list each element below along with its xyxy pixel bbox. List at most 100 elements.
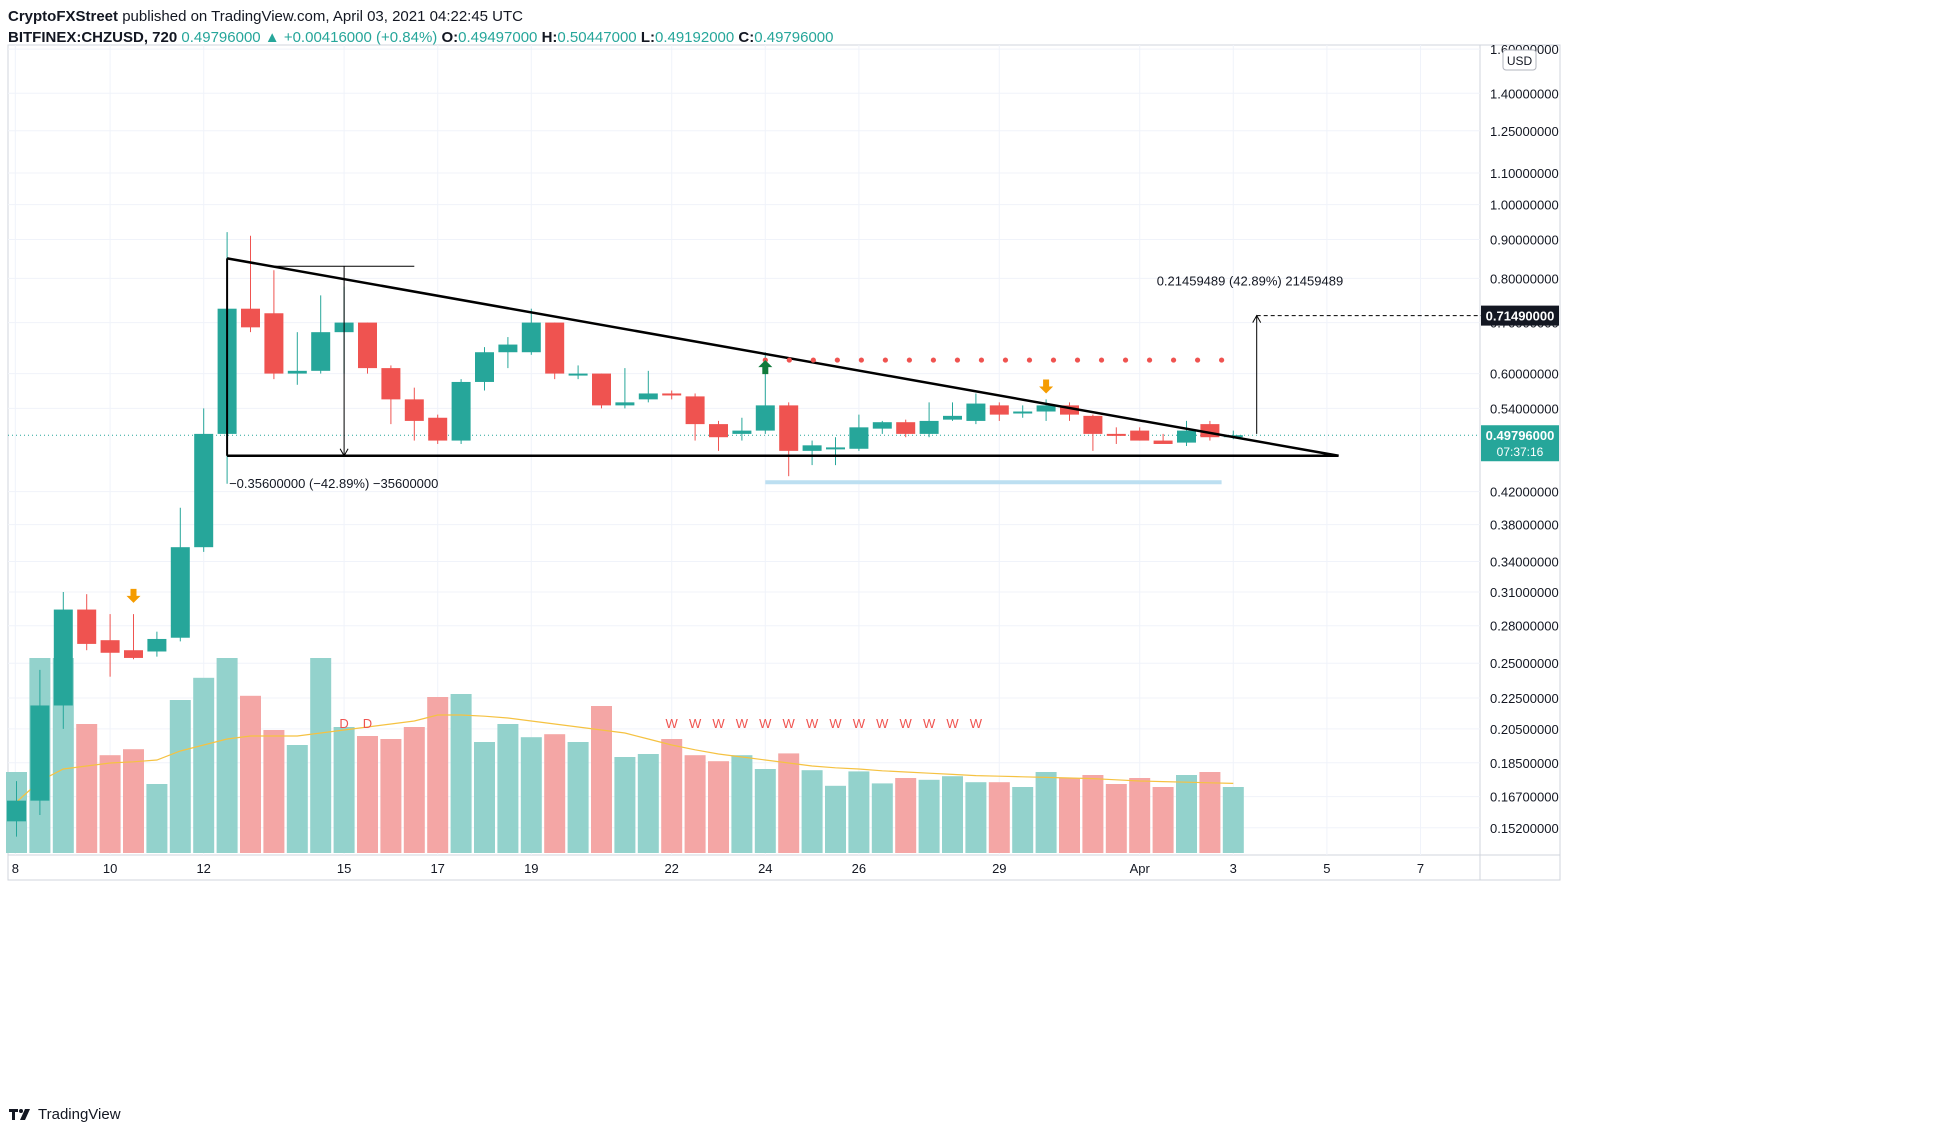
candle-up <box>732 430 752 434</box>
price-axis-tick: 0.60000000 <box>1490 367 1559 382</box>
candle-up <box>287 370 307 374</box>
close-value: 0.49796000 <box>754 29 834 46</box>
time-axis-tick: 29 <box>992 861 1006 876</box>
candle-up <box>451 381 471 441</box>
volume-bar <box>591 706 612 853</box>
price-axis-tick: 0.54000000 <box>1490 401 1559 416</box>
measure-down-label: −0.35600000 (−42.89%) −35600000 <box>229 476 438 491</box>
candle-up <box>919 420 939 434</box>
volume-bar <box>497 724 519 853</box>
time-axis-tick: 3 <box>1230 861 1237 876</box>
volume-bar <box>286 745 308 853</box>
candle-up <box>498 344 518 353</box>
candle-up <box>755 405 775 431</box>
candle-up <box>568 373 588 376</box>
last-price-value: 0.49796000 <box>181 29 261 46</box>
open-value: 0.49497000 <box>458 29 538 46</box>
price-axis-tick: 0.20500000 <box>1490 722 1559 737</box>
volume-bar <box>380 739 402 853</box>
volume-bar <box>240 695 261 853</box>
volume-bar <box>1152 787 1174 853</box>
resistance-dot <box>954 357 961 363</box>
volume-bar <box>871 783 893 853</box>
symbol-label[interactable]: BITFINEX:CHZUSD, 720 <box>8 29 178 46</box>
resistance-dot <box>978 357 985 363</box>
price-axis-tick: 1.40000000 <box>1490 86 1559 101</box>
price-axis-tick: 0.90000000 <box>1490 232 1559 247</box>
price-axis-tick: 0.16700000 <box>1490 790 1559 805</box>
candle-up <box>147 638 167 652</box>
tradingview-logo-icon[interactable] <box>8 1106 32 1122</box>
volume-signal-label: D <box>363 716 372 731</box>
volume-signal-label: W <box>853 716 866 731</box>
resistance-dot <box>1122 357 1129 363</box>
arrow-down-icon <box>1039 379 1054 394</box>
price-axis-tick: 1.10000000 <box>1490 166 1559 181</box>
time-axis-tick: Apr <box>1130 861 1151 876</box>
volume-bar <box>76 724 98 853</box>
volume-bar <box>357 736 378 853</box>
volume-bar <box>193 677 215 853</box>
volume-bar <box>1199 772 1221 853</box>
resistance-dot <box>930 357 937 363</box>
candle-down <box>241 308 260 328</box>
publish-line: CryptoFXStreet published on TradingView.… <box>8 6 1928 27</box>
chart-frame <box>7 44 1561 881</box>
price-axis-tick: 0.34000000 <box>1490 554 1559 569</box>
candle-down <box>1060 405 1079 415</box>
price-axis-tick: 1.00000000 <box>1490 198 1559 213</box>
candle-up <box>872 422 892 429</box>
candle-down <box>896 422 916 434</box>
low-value: 0.49192000 <box>654 29 735 46</box>
last-price-tag <box>1481 425 1559 462</box>
volume-bar <box>965 782 987 853</box>
candle-up <box>170 547 190 638</box>
price-chart[interactable]: D D W W W W W W W W W W W W W W−0.35600000 (−42.89%) −3… <box>0 0 1937 1095</box>
volume-bar <box>1059 778 1080 853</box>
resistance-dot <box>882 357 888 363</box>
volume-bar <box>637 754 659 853</box>
price-axis-tick: 0.15200000 <box>1490 821 1559 836</box>
volume-bar <box>333 727 355 853</box>
volume-signal-label: W <box>876 716 889 731</box>
time-axis-tick: 8 <box>12 861 19 876</box>
resistance-dot <box>1026 357 1033 363</box>
time-axis-tick: 5 <box>1323 861 1330 876</box>
price-axis-tick: 0.42000000 <box>1490 485 1559 500</box>
resistance-dot <box>906 357 912 363</box>
candle-up <box>1177 430 1196 443</box>
volume-bar <box>99 755 121 853</box>
candle-down <box>77 609 97 644</box>
resistance-dot <box>1146 357 1153 363</box>
resistance-dot <box>786 357 792 363</box>
volume-signal-label: W <box>689 716 702 731</box>
candle-down <box>124 650 143 658</box>
time-axis-tick: 10 <box>103 861 117 876</box>
volume-bar <box>801 770 823 853</box>
volume-bar <box>848 771 870 853</box>
candle-up <box>849 427 869 449</box>
currency-badge[interactable] <box>1502 49 1537 71</box>
change-value: +0.00416000 (+0.84%) <box>283 29 438 46</box>
published-text: published on TradingView.com, April 03, … <box>122 8 524 25</box>
time-axis-tick: 15 <box>337 861 351 876</box>
candle-down <box>989 405 1009 415</box>
target-price-label: 0.71490000 <box>1486 309 1555 324</box>
volume-signal-label: W <box>923 716 936 731</box>
publisher-name[interactable]: CryptoFXStreet <box>8 8 119 25</box>
price-axis-tick: 0.25000000 <box>1490 656 1559 671</box>
volume-bar <box>684 755 706 853</box>
chart-header: CryptoFXStreet published on TradingView.… <box>8 6 1928 52</box>
volume-bar <box>1105 784 1127 853</box>
volume-signal-label: W <box>666 716 679 731</box>
volume-bar <box>403 727 425 853</box>
volume-bar <box>778 753 800 853</box>
volume-signal-label: W <box>759 716 772 731</box>
resistance-dot <box>1002 357 1009 363</box>
volume-signal-label: D <box>339 716 348 731</box>
volume-signal-label: W <box>970 716 983 731</box>
footer-brand[interactable]: TradingView <box>38 1105 121 1123</box>
time-axis-tick: 22 <box>664 861 678 876</box>
volume-bar <box>1012 787 1034 853</box>
volume-bar <box>918 779 940 853</box>
